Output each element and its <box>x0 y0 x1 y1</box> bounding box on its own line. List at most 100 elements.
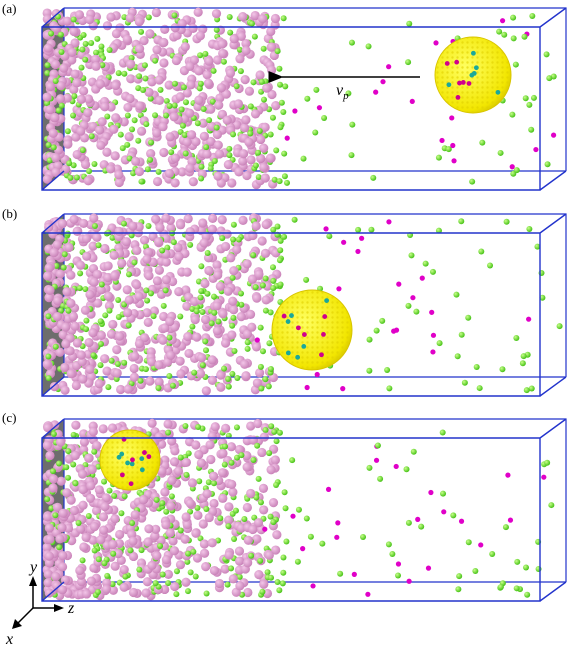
pink-particle <box>160 487 170 497</box>
pink-particle <box>214 578 225 589</box>
pink-particle <box>55 437 66 447</box>
green-particle <box>119 145 126 152</box>
pink-particle <box>42 542 52 552</box>
green-particle <box>67 174 74 181</box>
pink-particle <box>207 224 218 234</box>
pink-particle <box>201 386 211 396</box>
green-particle <box>55 107 62 114</box>
green-particle <box>510 14 517 21</box>
green-particle <box>145 14 152 21</box>
green-particle <box>66 160 73 167</box>
pink-particle <box>161 520 171 530</box>
green-particle <box>304 95 311 102</box>
pink-particle <box>100 243 110 254</box>
pink-particle <box>166 501 176 511</box>
pink-particle <box>66 495 76 505</box>
green-particle <box>83 326 90 333</box>
green-particle <box>509 111 516 118</box>
pink-particle <box>128 221 138 231</box>
pink-particle <box>218 309 228 319</box>
green-particle <box>189 305 196 312</box>
pink-particle <box>132 280 142 290</box>
magenta-ion <box>419 275 425 281</box>
pink-particle <box>259 143 269 153</box>
pink-particle <box>42 440 52 450</box>
green-particle <box>196 85 203 92</box>
green-particle <box>230 236 237 243</box>
green-particle <box>203 347 210 354</box>
pink-particle <box>88 241 98 251</box>
green-particle <box>231 536 238 543</box>
pink-particle <box>99 525 109 535</box>
pink-particle <box>236 523 246 533</box>
green-particle <box>496 28 503 35</box>
green-particle <box>280 554 287 561</box>
pink-particle <box>242 259 252 269</box>
pink-particle <box>241 45 251 56</box>
pink-particle <box>250 109 261 119</box>
pink-particle <box>80 159 91 170</box>
magenta-ion <box>505 472 511 478</box>
green-particle <box>197 294 204 301</box>
pink-particle <box>204 266 214 276</box>
green-particle <box>115 314 122 321</box>
pink-particle <box>187 478 198 488</box>
green-particle <box>97 341 104 348</box>
green-particle <box>279 580 286 587</box>
green-particle <box>117 131 124 138</box>
pink-particle <box>241 38 251 49</box>
green-particle <box>128 232 135 239</box>
green-particle <box>121 359 128 366</box>
pink-particle <box>152 276 163 286</box>
pink-particle <box>70 69 80 79</box>
green-particle <box>163 97 170 104</box>
pink-particle <box>134 44 145 54</box>
pink-particle <box>242 451 252 461</box>
green-particle <box>499 366 506 373</box>
pink-particle <box>164 168 175 179</box>
green-particle <box>548 502 555 509</box>
green-particle <box>524 591 531 598</box>
green-particle <box>65 474 72 481</box>
green-particle <box>209 98 216 105</box>
green-particle <box>65 448 72 455</box>
pink-particle <box>182 301 192 311</box>
green-particle <box>197 80 204 87</box>
magenta-ion <box>429 309 435 315</box>
green-particle <box>281 173 288 180</box>
pink-particle <box>208 213 218 223</box>
green-particle <box>121 70 128 77</box>
pink-particle <box>221 89 231 99</box>
pink-particle <box>266 465 276 475</box>
magenta-ion <box>386 64 392 70</box>
pink-particle <box>264 550 274 560</box>
green-particle <box>439 429 446 436</box>
green-particle <box>202 50 209 57</box>
green-particle <box>196 478 203 485</box>
pink-particle <box>159 147 169 158</box>
pink-particle <box>159 58 169 68</box>
pink-particle <box>111 113 121 123</box>
pink-particle <box>109 124 119 134</box>
green-particle <box>345 90 352 97</box>
pink-particle <box>88 328 98 338</box>
green-particle <box>544 459 551 466</box>
pink-particle <box>198 118 208 128</box>
surface-site <box>322 314 328 319</box>
pink-particle <box>253 418 263 429</box>
pink-particle <box>272 530 282 540</box>
pink-particle <box>97 117 107 127</box>
pink-particle <box>83 94 94 104</box>
green-particle <box>177 527 184 534</box>
green-particle <box>171 12 178 19</box>
pink-particle <box>221 423 231 433</box>
green-particle <box>82 286 89 293</box>
green-particle <box>257 499 264 506</box>
pink-particle <box>71 420 81 430</box>
green-particle <box>182 423 189 430</box>
green-particle <box>232 507 239 514</box>
magenta-ion <box>292 108 298 114</box>
pink-particle <box>256 153 266 164</box>
green-particle <box>514 558 521 565</box>
pink-particle <box>147 418 157 428</box>
